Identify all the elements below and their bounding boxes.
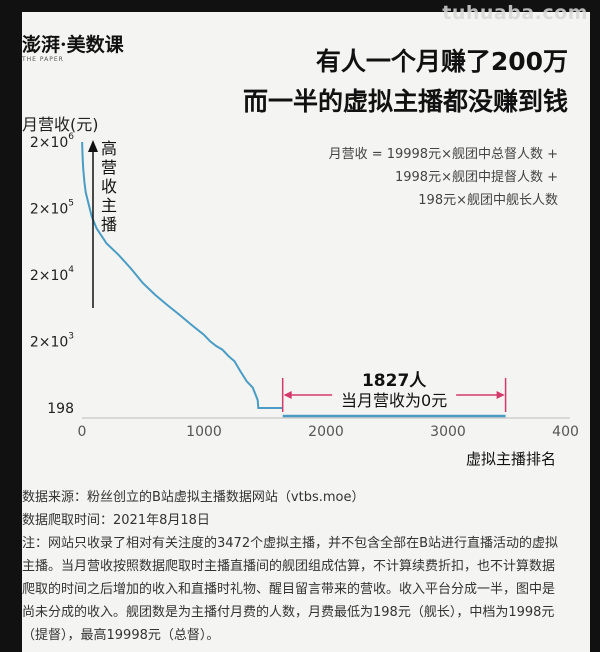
y-tick-label-4: 2×106 <box>30 132 74 151</box>
arrow-label: 高营收主播 <box>101 139 117 234</box>
zero-text-label: 当月营收为0元 <box>341 391 447 410</box>
formula-annotation: 月营收 = 19998元×舰团中总督人数 + 1998元×舰团中提督人数 + 198… <box>329 147 558 208</box>
arrow-head <box>88 140 98 152</box>
title-line-1: 有人一个月赚了200万 <box>315 47 568 76</box>
zero-range-arrowhead-right <box>496 391 505 399</box>
footnote-source: 数据来源：粉丝创立的B站虚拟主播数据网站（vtbs.moe） <box>22 490 365 505</box>
high-revenue-arrow: 高营收主播 <box>88 139 117 308</box>
x-tick-label-3: 3000 <box>430 424 466 440</box>
x-tick-label-4: 4000 <box>552 424 578 440</box>
brand-subtitle: THE PAPER <box>22 56 64 63</box>
footnote-note: 注：网站只收录了相对有关注度的3472个虚拟主播，并不包含全部在B站进行直播活动… <box>22 536 559 643</box>
formula-line-0: 月营收 = 19998元×舰团中总督人数 + <box>329 147 558 162</box>
y-tick-label-0: 198 <box>47 401 74 417</box>
watermark: tuhuaba.com <box>442 2 588 24</box>
title-line-2: 而一半的虚拟主播都没赚到钱 <box>242 87 568 116</box>
y-axis-label: 月营收(元) <box>22 115 99 134</box>
series-lines <box>81 141 506 418</box>
zero-label-backdrop <box>332 368 457 410</box>
y-tick-label-1: 2×103 <box>30 331 74 350</box>
zero-range-arrowhead-left <box>283 391 292 399</box>
x-axis-ticks: 0 1000 2000 3000 4000 <box>78 424 578 440</box>
x-tick-label-0: 0 <box>78 424 87 440</box>
page-title: 有人一个月赚了200万 而一半的虚拟主播都没赚到钱 <box>243 42 568 122</box>
footnote-date: 数据爬取时间：2021年8月18日 <box>22 513 210 528</box>
x-tick-label-2: 2000 <box>308 424 344 440</box>
zero-count-label: 1827人 <box>362 371 427 391</box>
x-tick-label-1: 1000 <box>186 424 222 440</box>
y-tick-label-3: 2×105 <box>30 198 74 217</box>
series-line-0 <box>81 141 283 409</box>
brand-logo: 澎湃·美数课 <box>22 34 124 56</box>
footnote: 数据来源：粉丝创立的B站虚拟主播数据网站（vtbs.moe） 数据爬取时间：20… <box>22 486 562 647</box>
infographic-card <box>22 12 590 652</box>
y-axis-ticks: 198 2×103 2×104 2×105 2×106 <box>30 132 74 417</box>
formula-line-2: 198元×舰团中舰长人数 <box>418 193 558 208</box>
formula-line-1: 1998元×舰团中提督人数 + <box>395 169 558 185</box>
x-axis-label: 虚拟主播排名 <box>466 450 556 468</box>
y-tick-label-2: 2×104 <box>30 265 74 284</box>
revenue-chart: 月营收(元) 198 2×103 2×104 2×105 2×106 0 1000 2000… <box>22 115 578 468</box>
